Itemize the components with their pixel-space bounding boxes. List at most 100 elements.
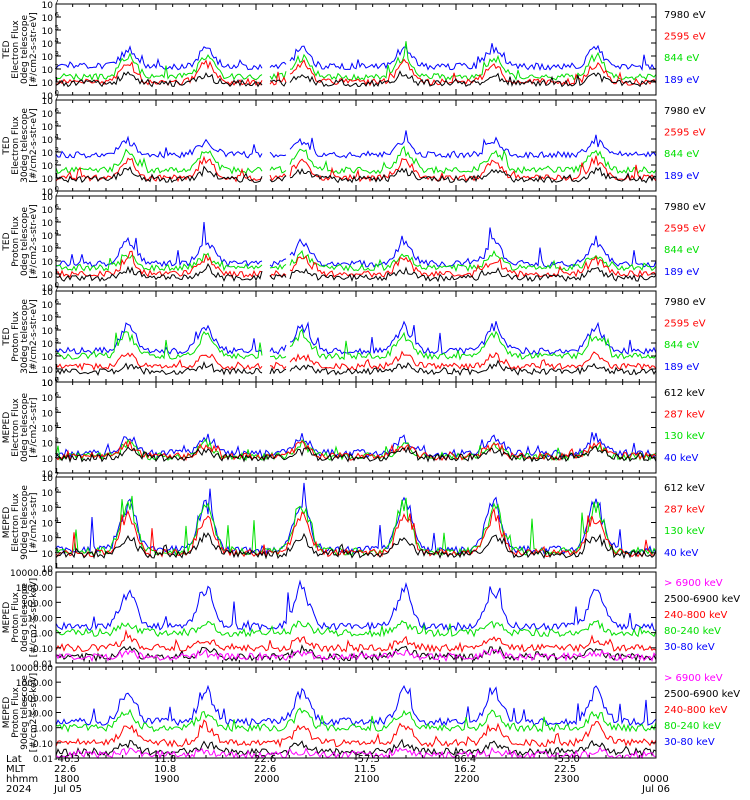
legend-entry: 130 keV — [664, 431, 705, 442]
legend-entry: 30-80 keV — [664, 737, 715, 748]
legend-entry: 844 eV — [664, 340, 699, 351]
legend-entry: 844 eV — [664, 53, 699, 64]
svg-text:0: 0 — [55, 376, 59, 384]
y-tick-label: 10 1 — [42, 467, 59, 480]
series-189-ev — [55, 320, 657, 356]
series-line — [55, 262, 657, 283]
svg-text:10: 10 — [42, 284, 54, 294]
y-tick-label: 10 2 — [42, 452, 59, 465]
legend-entry: 40 keV — [664, 453, 698, 464]
svg-text:5: 5 — [55, 501, 59, 509]
svg-text:10: 10 — [42, 14, 54, 24]
panel-frame — [55, 571, 657, 664]
y-tick-label: 10 4 — [42, 422, 60, 435]
x-tick-mlt: 10.8 — [154, 764, 176, 775]
svg-text:10: 10 — [42, 470, 54, 480]
svg-text:5: 5 — [55, 24, 59, 32]
series-line — [55, 482, 657, 555]
y-axis-label: TED Proton Flux 0deg telescope [#/cm2-s-str… — [2, 204, 39, 279]
svg-text:0: 0 — [55, 89, 59, 97]
x-row-label: MLT — [6, 764, 26, 775]
svg-text:0: 0 — [55, 281, 59, 289]
panel-meped-proton-90deg: 10000.00 1000.00 100.00 10.00 1.00 0.10 0.01 ME… — [2, 664, 740, 765]
y-axis-label-line: Proton Flux — [11, 311, 21, 362]
y-tick-label: 10 7 — [42, 376, 59, 389]
svg-text:6: 6 — [55, 11, 60, 19]
y-axis-label-line: [#/cm2-s-str-eV] — [29, 12, 39, 87]
legend-entry: 130 keV — [664, 526, 705, 537]
y-axis-label-line: MEPED — [2, 412, 12, 444]
legend-entry: 287 keV — [664, 410, 705, 421]
y-tick-label: 10 6 — [42, 203, 60, 216]
svg-text:10: 10 — [42, 245, 54, 255]
x-tick-mlt: 22.6 — [254, 764, 276, 775]
legend-entry: 612 keV — [664, 388, 705, 399]
x-tick-hhmm: 0000 — [643, 774, 668, 785]
svg-text:7: 7 — [55, 285, 59, 293]
y-tick-label: 10 6 — [42, 107, 60, 120]
series-189-ev — [55, 43, 657, 71]
series-line — [55, 58, 657, 87]
svg-text:10: 10 — [42, 301, 54, 311]
svg-text:2: 2 — [55, 547, 59, 555]
x-tick-hhmm: 2100 — [354, 774, 379, 785]
y-axis-label-line: 90deg telescope — [20, 675, 30, 750]
y-tick-label: 10 6 — [42, 486, 60, 499]
series-240-800-kev — [55, 629, 657, 654]
y-axis-label-line: 30deg telescope — [20, 108, 30, 183]
x-tick-hhmm: 1800 — [54, 774, 79, 785]
y-tick-label: 10 5 — [42, 216, 59, 229]
svg-text:5: 5 — [55, 216, 59, 224]
svg-text:10: 10 — [42, 520, 54, 530]
svg-text:10: 10 — [42, 327, 54, 337]
svg-text:10: 10 — [42, 288, 54, 298]
y-tick-label: 1.00 — [33, 725, 53, 735]
legend-entry: 287 keV — [664, 505, 705, 516]
y-tick-label: 10 0 — [42, 281, 59, 294]
svg-text:10: 10 — [42, 565, 54, 575]
legend-entry: 40 keV — [664, 548, 698, 559]
legend: > 6900 keV 2500-6900 keV 240-800 keV 80-240… — [664, 673, 740, 748]
y-tick-label: 10 1 — [42, 76, 59, 89]
y-tick-label: 10 3 — [42, 242, 59, 255]
svg-text:10: 10 — [42, 123, 54, 133]
y-tick-label: 10 0 — [42, 185, 59, 198]
y-tick-label: 0.01 — [33, 660, 53, 670]
y-tick-label: 10 5 — [42, 406, 59, 419]
svg-text:7: 7 — [55, 471, 59, 479]
series-line — [55, 43, 657, 71]
svg-text:10: 10 — [42, 53, 54, 63]
y-tick-label: 10 1 — [42, 363, 59, 376]
y-axis-label-line: TED — [2, 136, 12, 155]
y-axis-label: TED Electron Flux 0deg telescope [#/cm2-s-s… — [2, 12, 39, 87]
series-844-ev — [55, 250, 657, 273]
y-axis-label: MEPED Electron Flux 90deg telescope [#/cm2-… — [2, 485, 39, 560]
svg-text:10: 10 — [42, 379, 54, 389]
x-tick-mlt: 11.5 — [354, 764, 376, 775]
y-axis-label-line: Electron Flux — [11, 116, 21, 175]
svg-text:10: 10 — [42, 193, 54, 203]
svg-text:10: 10 — [42, 206, 54, 216]
y-tick-label: 10.00 — [27, 710, 53, 720]
svg-text:5: 5 — [55, 406, 59, 414]
series-line — [55, 350, 657, 372]
svg-text:6: 6 — [55, 486, 60, 494]
legend-entry: > 6900 keV — [664, 578, 723, 589]
y-tick-labels: 10000.00 1000.00 100.00 10.00 1.00 0.10 0.01 — [10, 569, 656, 670]
series-30-80-kev — [55, 684, 657, 727]
svg-text:10: 10 — [42, 440, 54, 450]
svg-text:7: 7 — [55, 190, 59, 198]
y-axis-label-line: Proton Flux — [11, 216, 21, 267]
y-tick-label: 1000.00 — [16, 679, 53, 689]
y-tick-label: 10 4 — [42, 324, 60, 337]
svg-text:0: 0 — [55, 185, 59, 193]
svg-text:3: 3 — [55, 146, 59, 154]
y-tick-label: 10 5 — [42, 24, 59, 37]
svg-text:1: 1 — [55, 172, 59, 180]
series-189-ev — [55, 130, 657, 160]
y-axis-label-line: 0deg telescope — [20, 393, 30, 463]
y-tick-label: 10000.00 — [10, 569, 53, 579]
y-axis-label-line: MEPED — [2, 697, 12, 729]
